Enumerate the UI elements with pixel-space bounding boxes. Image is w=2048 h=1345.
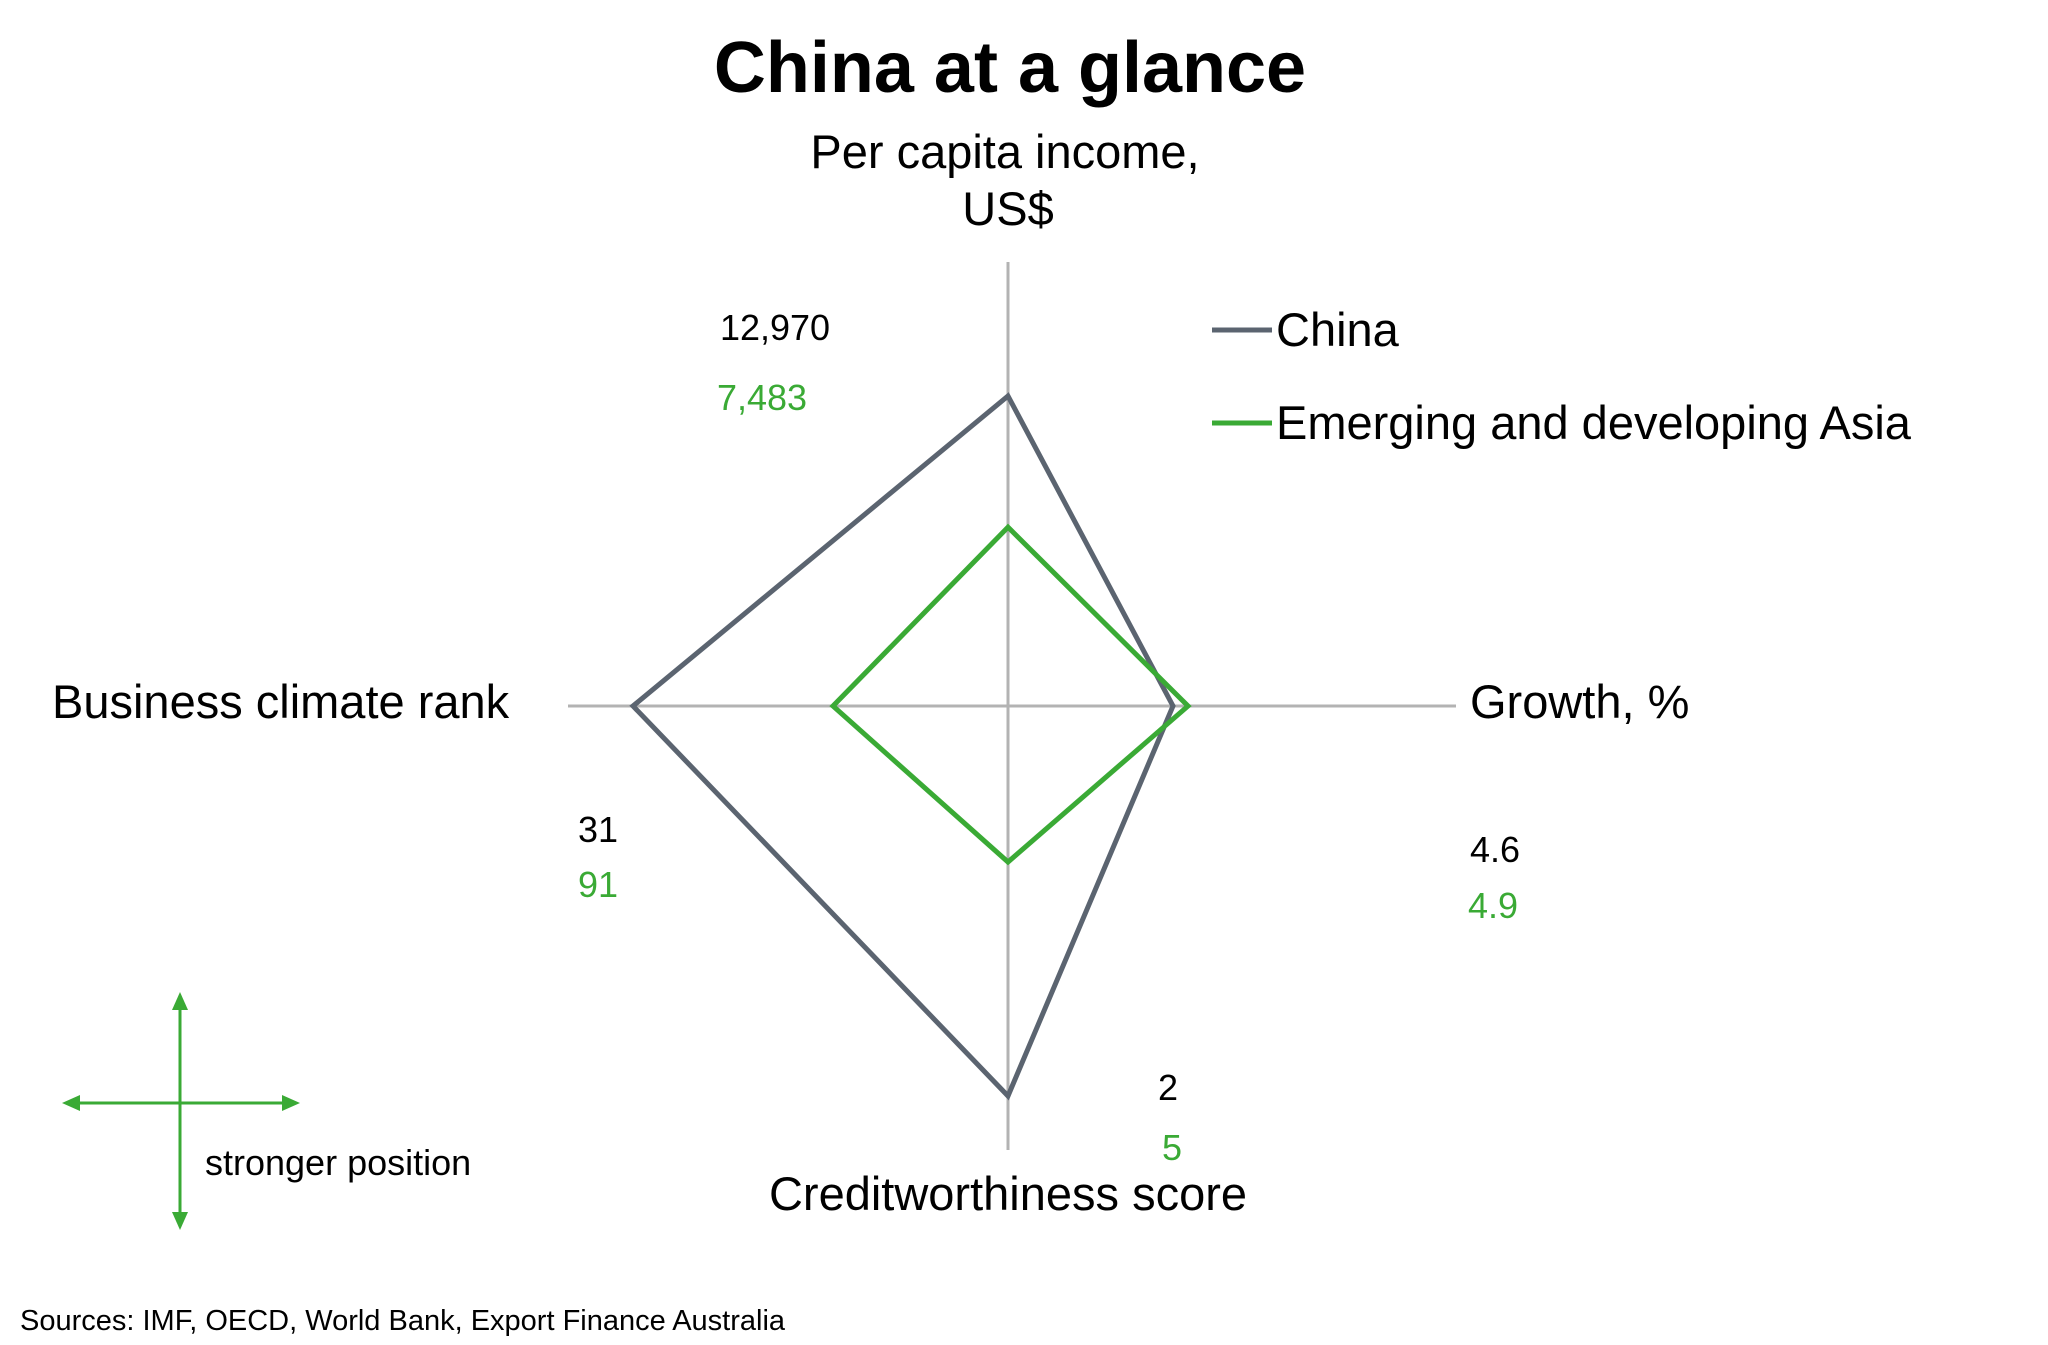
stronger-position-note: stronger position — [205, 1142, 471, 1183]
stronger-position-arrows-icon — [62, 992, 300, 1230]
value-label-bottom-asia: 5 — [1162, 1127, 1182, 1168]
source-note: Sources: IMF, OECD, World Bank, Export F… — [20, 1305, 786, 1337]
axis-label-left: Business climate rank — [52, 675, 510, 728]
legend-label-asia: Emerging and developing Asia — [1276, 396, 1912, 449]
axis-label-top-line1: Per capita income, — [810, 125, 1199, 178]
value-label-top-china: 12,970 — [720, 307, 830, 348]
series-polygon-emerging-asia — [829, 523, 1192, 866]
axis-label-top-line2: US$ — [962, 182, 1053, 235]
value-label-right-asia: 4.9 — [1468, 885, 1518, 926]
chart-title: China at a glance — [714, 28, 1306, 108]
value-label-top-asia: 7,483 — [717, 377, 807, 418]
value-label-left-asia: 91 — [578, 864, 618, 905]
legend: China Emerging and developing Asia — [1212, 303, 1912, 449]
value-label-left-china: 31 — [578, 809, 618, 850]
value-label-bottom-china: 2 — [1158, 1067, 1178, 1108]
series-polygon-china — [629, 392, 1176, 1101]
legend-label-china: China — [1276, 303, 1400, 356]
value-label-right-china: 4.6 — [1470, 829, 1520, 870]
axis-lines — [568, 262, 1456, 1150]
axis-label-right: Growth, % — [1470, 675, 1689, 728]
axis-label-bottom: Creditworthiness score — [769, 1167, 1247, 1220]
series-layer — [629, 392, 1192, 1101]
